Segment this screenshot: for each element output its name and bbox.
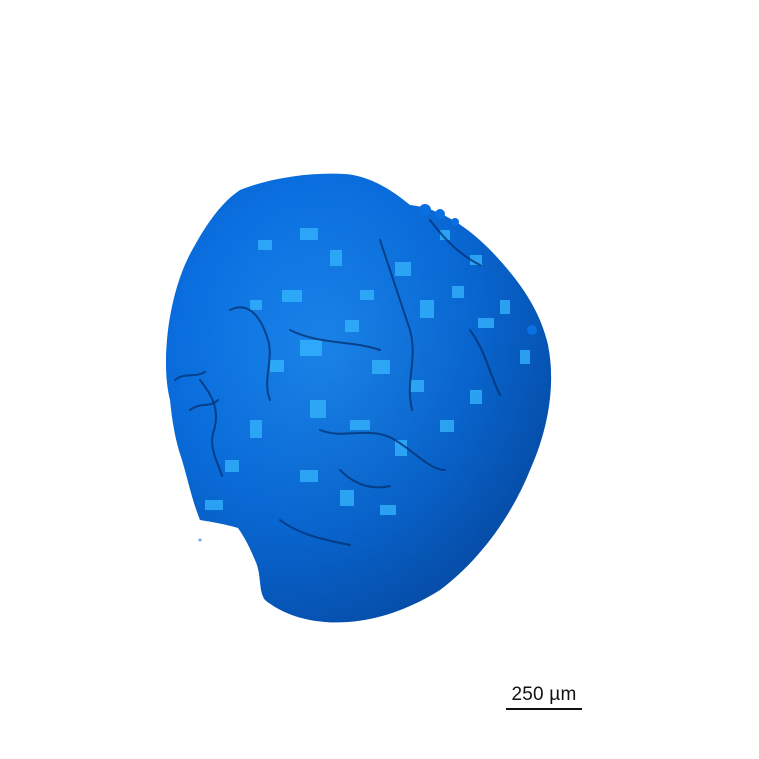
scale-bar: 250 µm: [506, 684, 582, 710]
surface-highlights: [205, 228, 530, 515]
scale-bar-line: [506, 708, 582, 710]
surface-creases: [174, 219, 501, 546]
specimen-shadow: [165, 173, 552, 623]
surface-fragments: [198, 204, 537, 542]
scale-bar-label: 250 µm: [511, 684, 577, 705]
